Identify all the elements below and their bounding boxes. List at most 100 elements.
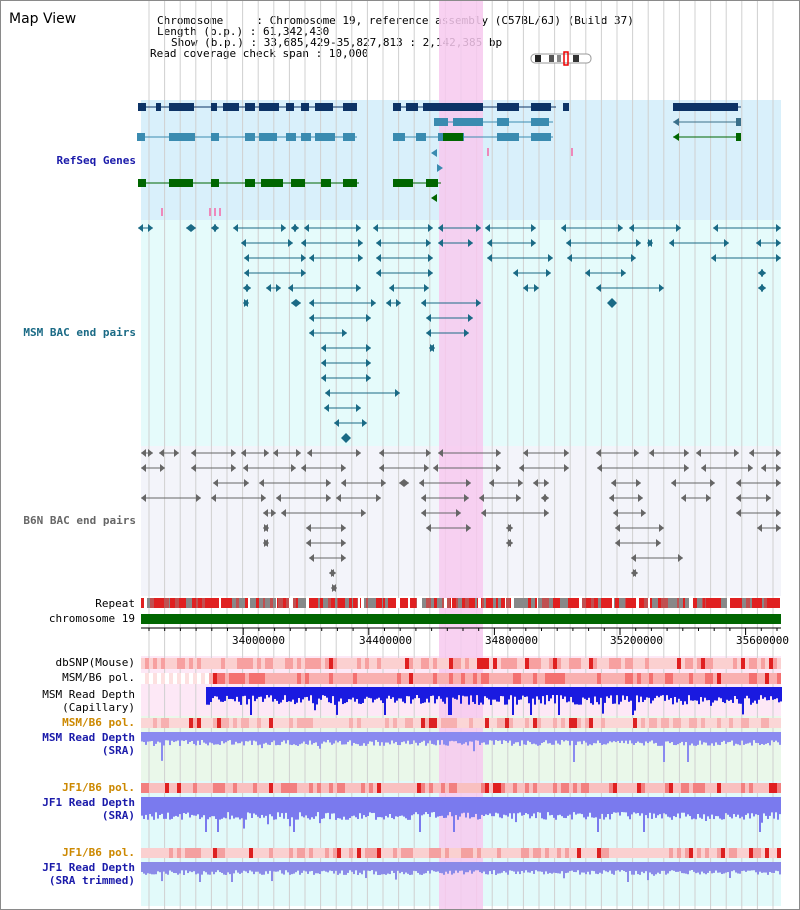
repeat-segment (324, 598, 328, 608)
heat-cell (669, 783, 673, 793)
depth-bar (317, 797, 319, 813)
heat-cell (685, 718, 689, 728)
depth-bar (323, 732, 325, 742)
bac-end (513, 269, 518, 277)
heat-cell (661, 673, 665, 684)
heat-cell (437, 783, 441, 793)
bac-end (421, 299, 426, 307)
heat-cell (581, 718, 585, 728)
depth-bar (529, 732, 531, 743)
depth-bar (263, 797, 265, 818)
depth-bar (165, 797, 167, 819)
depth-bar (769, 732, 771, 746)
depth-bar (667, 732, 669, 742)
repeat-segment (270, 598, 273, 608)
depth-bar (683, 797, 685, 813)
depth-bar (761, 797, 763, 823)
heat-cell (645, 718, 649, 728)
bac-end (607, 298, 617, 308)
heat-cell (649, 658, 653, 669)
repeat-segment (211, 598, 214, 608)
depth-bar (423, 797, 425, 815)
depth-bar (293, 797, 295, 832)
ideogram-band (535, 55, 541, 62)
depth-bar (681, 732, 683, 742)
bac-end (191, 464, 196, 472)
depth-bar (559, 797, 561, 815)
heat-cell (481, 658, 485, 669)
depth-bar (429, 862, 431, 874)
heat-cell (157, 783, 161, 793)
depth-bar (501, 797, 503, 819)
bac-end (243, 464, 248, 472)
heat-cell (737, 658, 741, 669)
depth-bar (279, 732, 281, 746)
depth-bar (698, 687, 700, 705)
bac-end (766, 494, 771, 502)
depth-bar (469, 797, 471, 819)
heat-cell (753, 673, 757, 684)
bac-end (148, 449, 153, 457)
depth-bar (699, 797, 701, 818)
depth-bar (749, 732, 751, 743)
repeat-segment (280, 598, 282, 608)
depth-bar (711, 797, 713, 815)
heat-cell (341, 848, 345, 858)
depth-bar (731, 862, 733, 872)
heat-cell (677, 848, 681, 858)
depth-bar (223, 732, 225, 744)
depth-bar (695, 732, 697, 746)
depth-bar (379, 797, 381, 818)
heat-cell (733, 783, 737, 793)
bac-end (631, 254, 636, 262)
depth-bar (353, 797, 355, 816)
depth-bar (299, 797, 301, 813)
depth-bar (325, 732, 327, 743)
depth-bar (752, 687, 754, 703)
depth-bar (523, 732, 525, 745)
bac-end (233, 224, 238, 232)
heat-cell (697, 658, 701, 669)
repeat-segment (631, 598, 632, 608)
depth-bar (341, 862, 343, 871)
heat-cell (697, 783, 701, 793)
repeat-segment (283, 598, 285, 608)
heat-cell (489, 783, 493, 793)
bac-end (487, 254, 492, 262)
depth-bar (591, 797, 593, 818)
depth-bar (643, 862, 645, 874)
heat-cell (449, 848, 453, 858)
msm-b6-pol-label: MSM/B6 pol. (62, 671, 135, 684)
heat-cell (233, 848, 237, 858)
depth-bar (440, 687, 442, 699)
heat-cell (225, 848, 229, 858)
heat-cell (457, 718, 461, 728)
depth-bar (488, 687, 490, 700)
heat-cell (217, 848, 221, 858)
heat-cell (145, 673, 149, 684)
heat-cell (145, 848, 149, 858)
bac-end (761, 269, 766, 277)
heat-cell (353, 673, 357, 684)
depth-bar (239, 862, 241, 874)
bac-end (356, 404, 361, 412)
depth-bar (413, 797, 415, 815)
depth-bar (277, 797, 279, 813)
repeat-segment (658, 598, 661, 608)
depth-bar (665, 797, 667, 815)
heat-cell (693, 848, 697, 858)
depth-bar (471, 862, 473, 874)
repeat-segment (165, 598, 169, 608)
heat-cell (749, 848, 753, 858)
depth-bar (510, 687, 512, 696)
depth-bar (777, 797, 779, 820)
heat-cell (261, 783, 265, 793)
repeat-segment (276, 598, 277, 608)
depth-bar (627, 732, 629, 744)
heat-cell (665, 718, 669, 728)
heat-cell (213, 848, 217, 858)
repeat-segment (417, 598, 419, 608)
repeat-segment (161, 598, 164, 608)
depth-bar (431, 732, 433, 744)
